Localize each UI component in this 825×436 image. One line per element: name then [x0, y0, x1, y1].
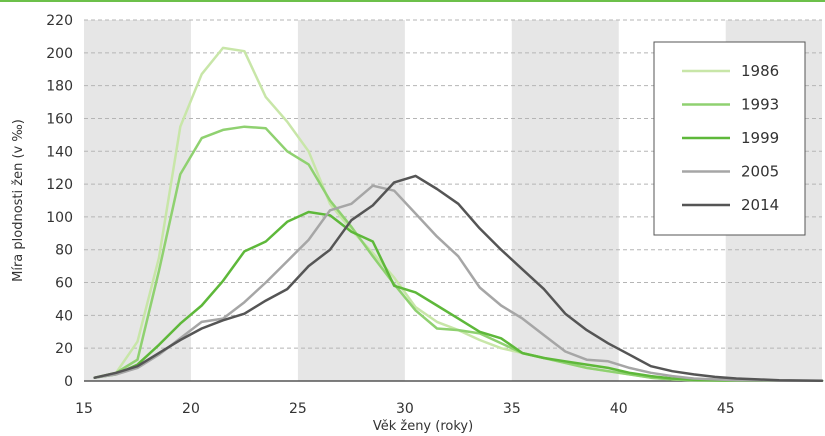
legend-label-1986: 1986: [741, 62, 779, 80]
x-tick-label: 15: [75, 401, 93, 417]
series-line-2005: [93, 184, 824, 383]
x-tick-label: 35: [503, 401, 521, 417]
y-tick-label: 100: [46, 210, 73, 226]
gridlines: [84, 19, 822, 349]
y-tick-label: 20: [55, 341, 73, 357]
y-tick-label: 80: [55, 243, 73, 259]
legend-label-2014: 2014: [741, 196, 779, 214]
legend-label-1993: 1993: [741, 96, 779, 114]
background-band: [511, 20, 619, 381]
axes: 0 20 40 60 80 100 120 140 160 180 200 220 15 20 25 30 35…: [46, 13, 822, 417]
legend: 1986 1993 1999 2005 2014: [653, 41, 806, 236]
x-tick-label: 20: [182, 401, 200, 417]
y-tick-label: 180: [46, 79, 73, 95]
y-tick-label: 160: [46, 111, 73, 127]
x-axis-title: Věk ženy (roky): [373, 419, 473, 434]
x-tick-label: 40: [610, 401, 628, 417]
background-band: [84, 20, 191, 381]
x-tick-label: 25: [289, 401, 307, 417]
x-tick-label: 45: [717, 401, 735, 417]
y-tick-label: 40: [55, 308, 73, 324]
y-tick-label: 140: [46, 144, 73, 160]
y-tick-label: 200: [46, 46, 73, 62]
series-line-1999: [93, 210, 824, 383]
legend-label-2005: 2005: [741, 163, 779, 181]
legend-label-1999: 1999: [741, 129, 779, 147]
y-tick-label: 0: [64, 374, 73, 390]
x-tick-label: 30: [396, 401, 414, 417]
y-tick-label: 120: [46, 177, 73, 193]
y-axis-title: Míra plodnosti žen (v ‰): [11, 119, 26, 282]
y-tick-label: 60: [55, 276, 73, 292]
y-tick-label: 220: [46, 13, 73, 29]
background-band: [297, 20, 405, 381]
series-lines: [93, 46, 824, 383]
series-line-2014: [93, 174, 824, 382]
